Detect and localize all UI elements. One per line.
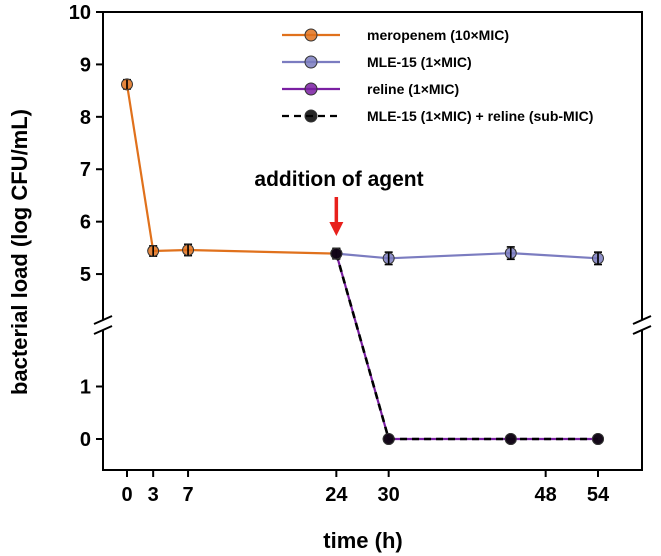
y-tick-label: 0 [80,429,91,451]
legend-marker [304,82,318,96]
y-tick-label: 8 [80,107,91,129]
legend-marker [304,109,318,123]
series-line [335,253,598,441]
axis-break-mark [632,315,652,325]
data-point [504,433,517,445]
legend-label: MLE-15 (1×MIC) + reline (sub-MIC) [367,108,593,124]
y-tick-label: 6 [80,212,91,234]
y-tick-label: 10 [69,2,91,24]
y-tick-label: 5 [80,264,91,286]
y-tick-label: 1 [80,377,91,399]
x-tick-label: 7 [182,484,193,506]
y-tick-label: 9 [80,54,91,76]
annotation: addition of agent [254,168,424,236]
x-tick-label: 3 [148,484,159,506]
series-line [125,84,337,255]
axes [93,11,652,471]
x-tick-label: 30 [378,484,400,506]
axis-break-mark [632,325,652,335]
y-axis-title: bacterial load (log CFU/mL) [7,109,32,395]
data-point [330,247,343,260]
frame-lower [102,330,643,471]
x-tick-label: 48 [535,484,557,506]
x-axis-title: time (h) [323,528,402,553]
legend-marker [304,28,318,42]
data-point [592,433,604,445]
series-line [335,253,598,441]
legend-label: meropenem (10×MIC) [367,27,509,43]
data-point [382,433,395,445]
series-line [336,251,599,260]
y-tick-label: 7 [80,159,91,181]
x-tick-label: 54 [587,484,610,506]
legend: meropenem (10×MIC) MLE-15 (1×MIC) reline (… [282,27,593,124]
x-tick-label: 24 [325,484,348,506]
axis-break-mark [93,325,113,335]
frame-upper [103,11,643,320]
annotation-text: addition of agent [254,168,423,191]
annotation-arrow-head [329,222,344,236]
x-tick-label: 0 [121,484,132,506]
series-layer [121,78,604,445]
legend-label: MLE-15 (1×MIC) [367,54,472,70]
legend-label: reline (1×MIC) [367,81,459,97]
legend-marker [304,55,318,69]
axis-break-mark [93,315,113,325]
